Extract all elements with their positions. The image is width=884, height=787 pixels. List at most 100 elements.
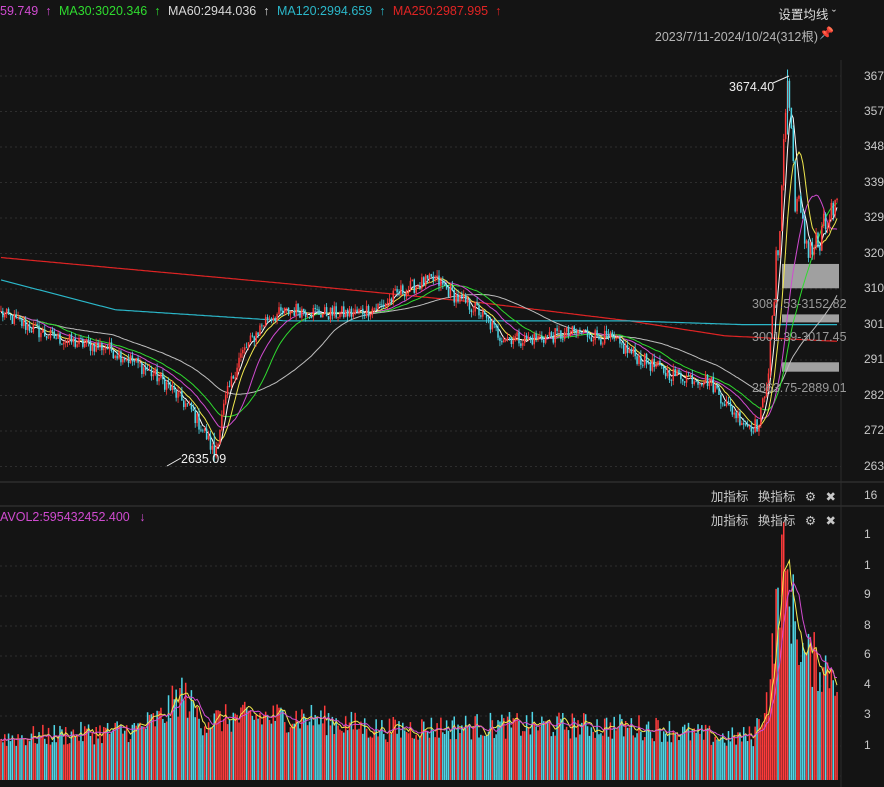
- candle-body: [28, 325, 31, 332]
- volume-bar: [493, 738, 495, 780]
- volume-bar: [710, 744, 713, 780]
- volume-bar: [523, 731, 526, 780]
- candle-body: [514, 336, 516, 341]
- candle-body: [487, 317, 490, 320]
- candle-body: [194, 410, 196, 424]
- candle-body: [162, 373, 164, 379]
- volume-bar: [788, 606, 791, 780]
- candle-body: [462, 295, 465, 298]
- candle-body: [112, 351, 115, 359]
- candle-body: [337, 317, 339, 318]
- volume-bar: [49, 744, 52, 780]
- volume-bar: [381, 720, 383, 780]
- volume-bar: [283, 722, 286, 780]
- volume-bar: [403, 730, 406, 780]
- gear-icon[interactable]: ⚙: [804, 490, 817, 504]
- candle-body: [419, 286, 421, 289]
- volume-bar: [765, 692, 768, 780]
- candle-body: [320, 314, 322, 318]
- candle-body: [129, 355, 132, 364]
- candle-body: [666, 369, 669, 377]
- candle-body: [219, 429, 221, 444]
- candle-body: [584, 329, 587, 331]
- volume-bar: [453, 716, 455, 780]
- volume-bar: [438, 737, 440, 780]
- candle-body: [733, 412, 735, 415]
- candle-body: [600, 339, 602, 345]
- candle-body: [480, 315, 482, 317]
- volume-bar: [826, 662, 829, 780]
- volume-bar: [99, 725, 101, 780]
- candle-body: [53, 331, 56, 339]
- panel-tools-upper: 加指标 换指标 ⚙ ✖: [705, 486, 836, 505]
- volume-bar: [649, 731, 652, 780]
- volume-bar: [188, 711, 191, 780]
- switch-indicator-button[interactable]: 换指标: [757, 514, 796, 528]
- candle-body: [362, 308, 364, 315]
- candle-body: [598, 336, 600, 340]
- volume-bar: [306, 725, 309, 780]
- volume-bar: [723, 742, 726, 780]
- add-indicator-button[interactable]: 加指标: [710, 514, 749, 528]
- ma-settings-button[interactable]: 设置均线 ˇ: [778, 8, 836, 22]
- candle-body: [493, 322, 495, 325]
- volume-bar: [550, 736, 553, 780]
- volume-bar: [613, 716, 615, 780]
- candle-body: [158, 377, 160, 382]
- candle-body: [767, 373, 770, 388]
- pin-icon[interactable]: 📌: [819, 26, 834, 40]
- volume-bar: [150, 714, 153, 780]
- candle-body: [141, 362, 143, 375]
- candle-body: [261, 325, 263, 327]
- candle-body: [43, 329, 46, 337]
- close-icon[interactable]: ✖: [825, 514, 836, 528]
- volume-bar: [588, 735, 591, 780]
- volume-bar: [491, 720, 494, 780]
- candle-body: [533, 333, 535, 345]
- volume-bar: [725, 745, 728, 780]
- candle-body: [106, 348, 109, 350]
- candle-body: [350, 308, 353, 317]
- volume-bar: [384, 739, 387, 780]
- volume-bar: [322, 723, 324, 780]
- volume-bar: [609, 722, 612, 780]
- candle-body: [560, 330, 562, 339]
- candle-body: [811, 242, 814, 255]
- candle-body: [476, 302, 478, 306]
- volume-bar: [666, 741, 669, 780]
- volume-bar: [209, 727, 212, 780]
- volume-bar: [432, 730, 435, 780]
- candle-body: [306, 316, 309, 318]
- candle-body: [603, 330, 606, 344]
- volume-bar: [809, 636, 812, 780]
- candle-body: [21, 319, 23, 327]
- volume-bar: [628, 727, 631, 780]
- candle-body: [316, 309, 318, 310]
- volume-bar: [693, 728, 695, 780]
- add-indicator-button[interactable]: 加指标: [710, 490, 749, 504]
- close-icon[interactable]: ✖: [825, 490, 836, 504]
- volume-bar: [784, 570, 787, 780]
- volume-bar: [567, 730, 570, 780]
- candle-body: [708, 380, 711, 387]
- candle-body: [670, 380, 673, 381]
- candle-body: [750, 426, 753, 432]
- volume-bar: [160, 707, 162, 780]
- candle-body: [407, 289, 410, 291]
- volume-bar: [350, 711, 353, 780]
- volume-bar: [259, 713, 261, 780]
- volume-bar: [756, 718, 758, 780]
- volume-bar: [118, 725, 120, 780]
- volume-bar: [325, 735, 328, 780]
- candle-body: [9, 314, 12, 316]
- switch-indicator-button[interactable]: 换指标: [757, 490, 796, 504]
- candle-body: [771, 315, 774, 339]
- volume-ma-long: [0, 581, 838, 742]
- candle-body: [384, 304, 387, 307]
- legend-ma120: MA120:2994.659: [276, 4, 373, 18]
- candle-body: [706, 374, 709, 387]
- candle-body: [181, 391, 183, 401]
- gear-icon[interactable]: ⚙: [804, 514, 817, 528]
- candle-body: [203, 428, 206, 431]
- volume-bar: [643, 737, 646, 780]
